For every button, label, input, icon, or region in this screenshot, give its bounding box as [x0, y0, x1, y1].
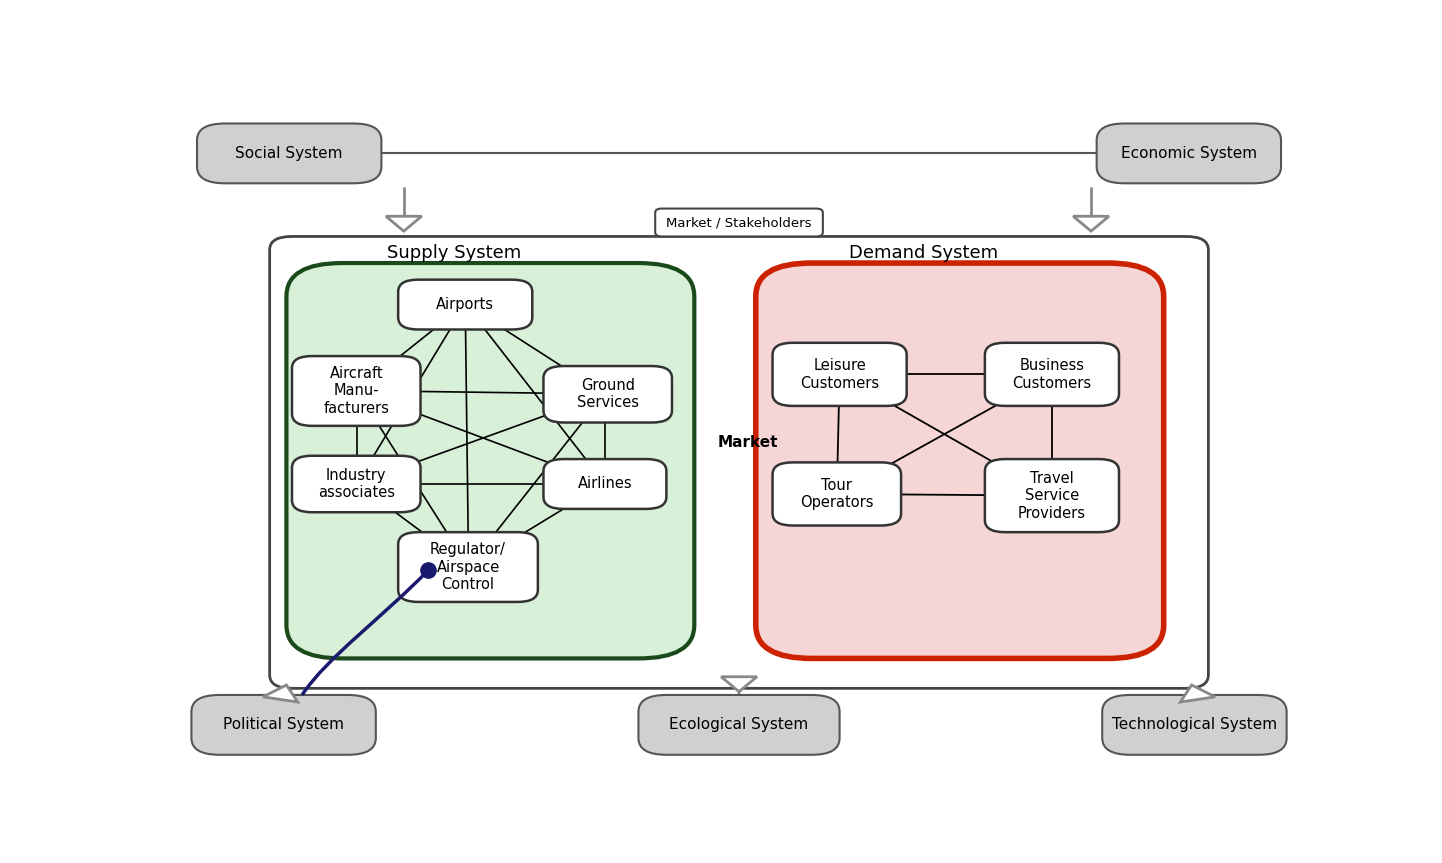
Polygon shape [721, 677, 757, 691]
Text: Leisure
Customers: Leisure Customers [800, 358, 880, 391]
Polygon shape [262, 685, 297, 702]
Text: Tour
Operators: Tour Operators [800, 478, 874, 510]
Text: Aircraft
Manu-
facturers: Aircraft Manu- facturers [323, 366, 389, 416]
Text: Industry
associates: Industry associates [317, 468, 395, 501]
Polygon shape [386, 217, 421, 231]
Text: Ground
Services: Ground Services [577, 378, 639, 411]
Text: Market: Market [718, 435, 779, 450]
FancyBboxPatch shape [655, 209, 823, 236]
FancyBboxPatch shape [773, 343, 907, 406]
FancyBboxPatch shape [544, 459, 666, 509]
FancyBboxPatch shape [756, 263, 1164, 658]
FancyBboxPatch shape [192, 695, 376, 755]
FancyBboxPatch shape [544, 366, 672, 423]
Text: Supply System: Supply System [386, 244, 521, 262]
FancyBboxPatch shape [398, 280, 532, 330]
Text: Market / Stakeholders: Market / Stakeholders [666, 216, 812, 229]
Text: Airports: Airports [437, 297, 495, 312]
Text: Political System: Political System [224, 717, 345, 733]
FancyBboxPatch shape [639, 695, 839, 755]
FancyBboxPatch shape [773, 463, 901, 526]
Text: Ecological System: Ecological System [669, 717, 809, 733]
Polygon shape [1181, 685, 1216, 702]
Polygon shape [1073, 217, 1109, 231]
Text: Economic System: Economic System [1120, 146, 1257, 161]
Text: Travel
Service
Providers: Travel Service Providers [1018, 470, 1086, 520]
FancyBboxPatch shape [1097, 123, 1280, 183]
Text: Demand System: Demand System [849, 244, 998, 262]
FancyBboxPatch shape [291, 456, 421, 513]
FancyBboxPatch shape [198, 123, 381, 183]
FancyBboxPatch shape [985, 343, 1119, 406]
Text: Regulator/
Airspace
Control: Regulator/ Airspace Control [430, 542, 506, 592]
FancyBboxPatch shape [270, 236, 1208, 689]
FancyBboxPatch shape [398, 532, 538, 602]
Text: Social System: Social System [235, 146, 343, 161]
FancyBboxPatch shape [291, 356, 421, 425]
Text: Airlines: Airlines [578, 476, 632, 492]
Text: Business
Customers: Business Customers [1012, 358, 1092, 391]
FancyBboxPatch shape [985, 459, 1119, 532]
FancyBboxPatch shape [1102, 695, 1286, 755]
FancyBboxPatch shape [287, 263, 695, 658]
Text: Technological System: Technological System [1112, 717, 1278, 733]
